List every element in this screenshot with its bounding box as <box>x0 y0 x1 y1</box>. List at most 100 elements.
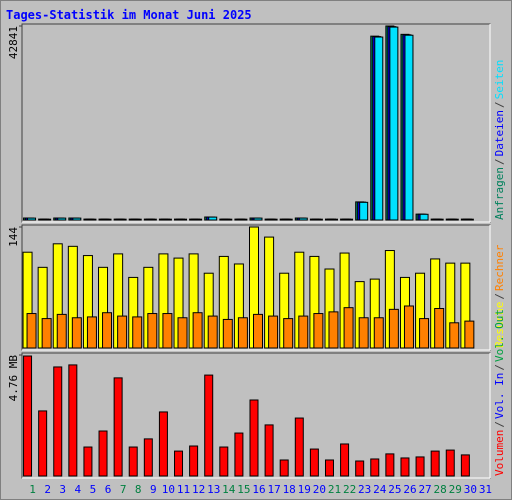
bar <box>464 320 475 349</box>
legend-entry: Vol. Out <box>493 309 506 362</box>
x-tick-label: 19 <box>298 483 311 496</box>
bar <box>162 218 172 221</box>
bar <box>117 218 127 221</box>
bar <box>178 218 188 221</box>
legend-entry: Besuche <box>493 302 506 348</box>
bar <box>328 311 339 349</box>
bar <box>434 308 445 349</box>
bar <box>162 313 173 349</box>
legend: Anfragen/Dateien/Seiten <box>493 60 506 220</box>
bar <box>222 318 233 349</box>
bar <box>449 218 459 221</box>
x-tick-label: 1 <box>29 483 36 496</box>
bar <box>147 313 158 349</box>
bar <box>294 417 304 477</box>
legend-separator: / <box>493 101 506 108</box>
bar <box>419 213 429 221</box>
y-max-label: 4.76 MB <box>7 355 20 402</box>
bar <box>132 316 143 349</box>
bar <box>192 312 203 349</box>
bar <box>102 218 112 221</box>
bar <box>404 34 414 221</box>
x-tick-label: 15 <box>237 483 250 496</box>
x-tick-label: 6 <box>105 483 112 496</box>
bar <box>328 218 338 221</box>
x-tick-label: 25 <box>388 483 401 496</box>
bar <box>57 217 67 221</box>
bar <box>268 315 279 349</box>
x-tick-label: 22 <box>343 483 356 496</box>
y-max-label: 144 <box>7 227 20 247</box>
bar <box>71 317 82 349</box>
bar <box>298 315 309 349</box>
bar <box>23 355 33 477</box>
bar <box>128 446 138 477</box>
bar <box>313 313 324 349</box>
bar <box>207 315 218 349</box>
bar <box>27 217 37 221</box>
bar <box>324 459 334 477</box>
bar <box>283 318 294 349</box>
bar <box>449 322 460 349</box>
x-tick-label: 31 <box>479 483 492 496</box>
legend-entry: Vol. In <box>493 373 506 419</box>
legend-separator: / <box>493 158 506 165</box>
x-tick-label: 21 <box>328 483 341 496</box>
bar <box>403 305 414 349</box>
bar <box>309 448 319 477</box>
x-tick-label: 10 <box>162 483 175 496</box>
x-tick-label: 14 <box>222 483 236 496</box>
bar <box>264 424 274 477</box>
bar <box>98 430 108 477</box>
bar <box>87 218 97 221</box>
bar <box>189 445 199 477</box>
legend-entry: Dateien <box>493 110 506 156</box>
bar <box>430 450 440 477</box>
bar <box>343 307 354 349</box>
bar <box>415 456 425 477</box>
bar <box>370 458 380 477</box>
bar <box>400 457 410 477</box>
x-tick-label: 13 <box>207 483 220 496</box>
bar <box>26 313 37 349</box>
x-tick-label: 16 <box>252 483 265 496</box>
bar <box>223 218 233 221</box>
bar <box>38 410 48 477</box>
x-tick-label: 5 <box>90 483 97 496</box>
bar <box>385 453 395 477</box>
bar <box>355 460 365 477</box>
bar <box>388 308 399 349</box>
bar <box>464 218 474 221</box>
bar <box>117 315 128 349</box>
bar <box>42 218 52 221</box>
x-tick-label: 29 <box>449 483 462 496</box>
bar <box>419 318 430 349</box>
x-tick-label: 9 <box>150 483 157 496</box>
legend-separator: / <box>493 293 506 300</box>
bar <box>174 450 184 477</box>
bar <box>238 218 248 221</box>
bar <box>147 218 157 221</box>
bar <box>359 201 369 221</box>
x-tick-label: 7 <box>120 483 127 496</box>
x-tick-label: 20 <box>313 483 326 496</box>
legend-entry: Rechner <box>493 244 506 291</box>
legend: Besuche / Rechner <box>493 244 506 348</box>
x-tick-label: 27 <box>418 483 431 496</box>
legend: Volumen / Vol. In / Vol. Out <box>493 309 506 476</box>
bar <box>279 459 289 477</box>
bar <box>249 399 259 477</box>
bar <box>193 218 203 221</box>
bar <box>177 317 188 349</box>
x-tick-label: 11 <box>177 483 190 496</box>
x-tick-label: 2 <box>44 483 51 496</box>
bar <box>434 218 444 221</box>
bar <box>253 313 263 349</box>
bar <box>132 218 142 221</box>
x-tick-label: 4 <box>75 483 82 496</box>
bar <box>283 218 293 221</box>
bar <box>389 26 399 221</box>
legend-separator: / <box>493 421 506 428</box>
bar <box>143 438 153 477</box>
